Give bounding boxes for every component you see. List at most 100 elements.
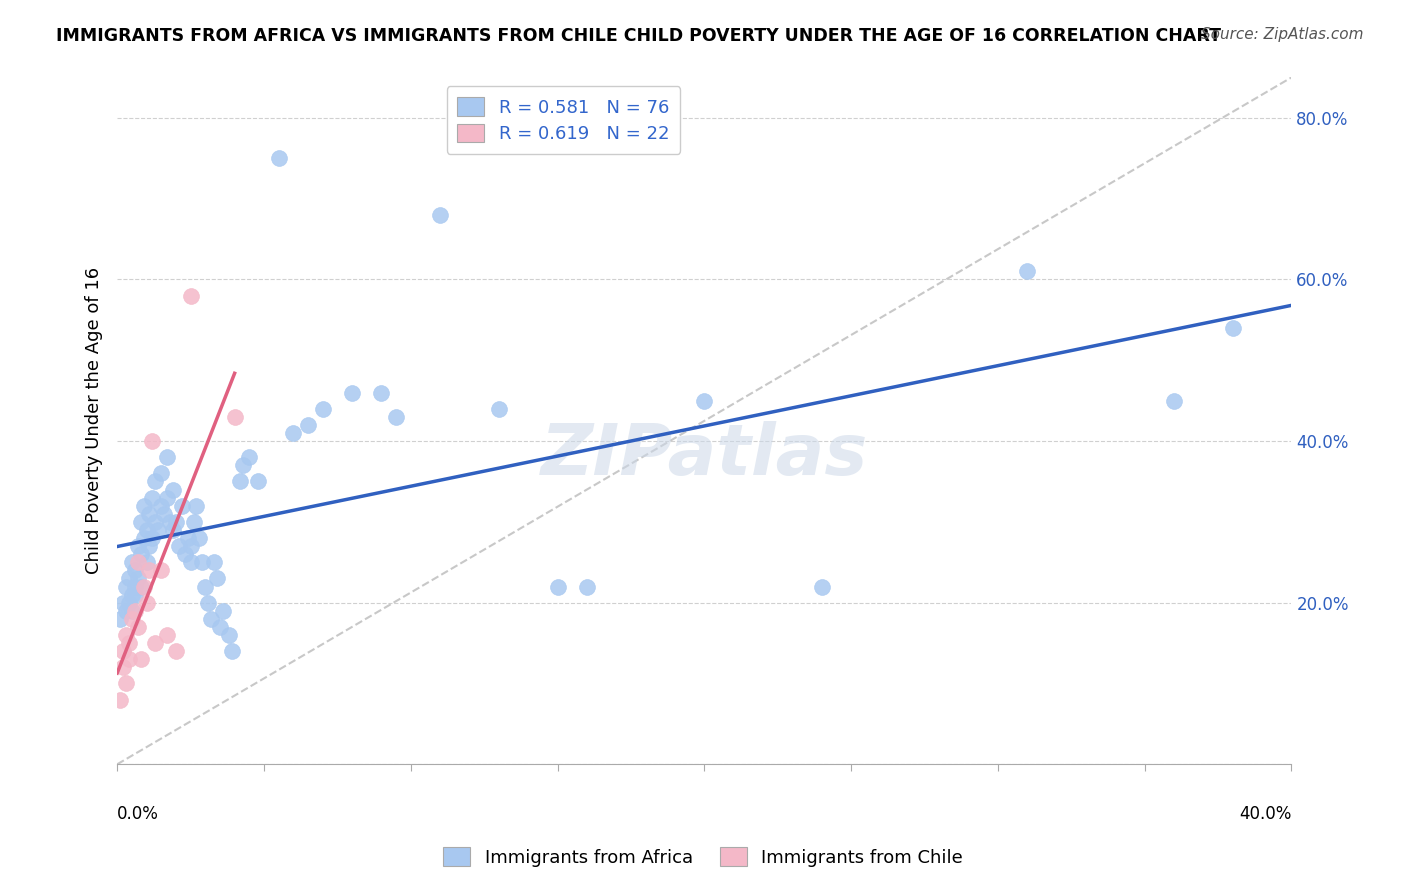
Point [129, 515, 152, 529]
Point [221, 644, 243, 658]
Point [124, 563, 146, 577]
Point [170, 499, 193, 513]
Point [283, 425, 305, 440]
Point [186, 499, 208, 513]
Point [121, 555, 143, 569]
Point [194, 580, 217, 594]
Point [229, 475, 252, 489]
Text: 40.0%: 40.0% [1239, 805, 1292, 823]
Point [138, 539, 160, 553]
Point [197, 596, 219, 610]
Legend: R = 0.581   N = 76, R = 0.619   N = 22: R = 0.581 N = 76, R = 0.619 N = 22 [447, 87, 681, 154]
Point [370, 385, 392, 400]
Point [148, 523, 170, 537]
Point [143, 636, 166, 650]
Point [173, 547, 195, 561]
Point [247, 475, 270, 489]
Point [150, 499, 173, 513]
Point [124, 580, 146, 594]
Point [118, 636, 141, 650]
Point [165, 515, 187, 529]
Point [162, 483, 184, 497]
Point [108, 692, 131, 706]
Point [218, 628, 240, 642]
Point [132, 499, 155, 513]
Point [693, 393, 716, 408]
Point [124, 604, 146, 618]
Point [121, 588, 143, 602]
Point [165, 644, 187, 658]
Point [132, 580, 155, 594]
Point [115, 676, 138, 690]
Point [127, 539, 149, 553]
Point [115, 604, 138, 618]
Point [191, 555, 214, 569]
Point [162, 523, 184, 537]
Point [180, 555, 202, 569]
Point [127, 555, 149, 569]
Point [143, 515, 166, 529]
Point [183, 515, 205, 529]
Point [108, 612, 131, 626]
Point [159, 515, 181, 529]
Point [112, 644, 135, 658]
Point [129, 580, 152, 594]
Point [121, 604, 143, 618]
Point [429, 208, 451, 222]
Point [340, 385, 363, 400]
Point [1222, 321, 1244, 335]
Point [205, 571, 228, 585]
Point [212, 604, 235, 618]
Y-axis label: Child Poverty Under the Age of 16: Child Poverty Under the Age of 16 [86, 268, 103, 574]
Point [1163, 393, 1185, 408]
Point [156, 491, 179, 505]
Legend: Immigrants from Africa, Immigrants from Chile: Immigrants from Africa, Immigrants from … [436, 840, 970, 874]
Point [238, 450, 260, 465]
Text: Source: ZipAtlas.com: Source: ZipAtlas.com [1201, 27, 1364, 42]
Point [150, 563, 173, 577]
Point [575, 580, 598, 594]
Point [115, 580, 138, 594]
Point [150, 467, 173, 481]
Point [488, 401, 510, 416]
Point [118, 571, 141, 585]
Point [547, 580, 569, 594]
Point [180, 539, 202, 553]
Point [124, 588, 146, 602]
Point [153, 507, 176, 521]
Point [385, 409, 408, 424]
Point [132, 531, 155, 545]
Point [141, 491, 163, 505]
Point [810, 580, 832, 594]
Point [141, 434, 163, 448]
Point [208, 620, 231, 634]
Point [129, 652, 152, 666]
Point [135, 523, 157, 537]
Point [135, 555, 157, 569]
Point [200, 612, 222, 626]
Point [141, 531, 163, 545]
Point [156, 628, 179, 642]
Point [118, 652, 141, 666]
Point [156, 450, 179, 465]
Point [188, 531, 211, 545]
Text: ZIPatlas: ZIPatlas [541, 421, 868, 490]
Point [297, 417, 319, 432]
Point [138, 563, 160, 577]
Point [135, 596, 157, 610]
Point [167, 539, 190, 553]
Point [202, 555, 225, 569]
Point [180, 288, 202, 302]
Point [112, 596, 135, 610]
Point [115, 628, 138, 642]
Point [129, 547, 152, 561]
Point [143, 475, 166, 489]
Text: 0.0%: 0.0% [117, 805, 159, 823]
Point [1017, 264, 1039, 278]
Point [127, 620, 149, 634]
Point [267, 151, 290, 165]
Point [112, 660, 135, 674]
Point [312, 401, 335, 416]
Point [224, 409, 246, 424]
Point [176, 531, 198, 545]
